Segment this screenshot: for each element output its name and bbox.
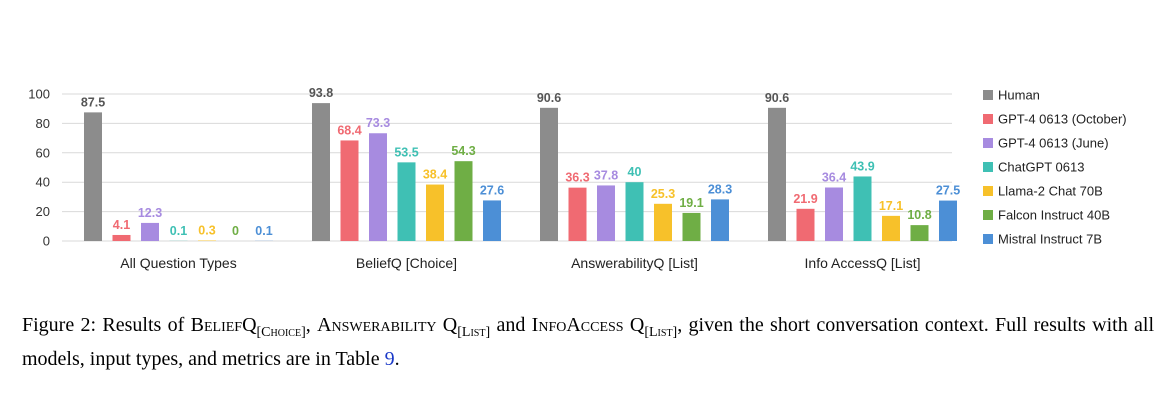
bar-3-5 [910,225,929,241]
bar-0-0 [84,112,102,241]
caption-answerability-sub: [List] [457,325,491,340]
y-tick-label-20: 20 [36,204,50,219]
bar-3-1 [796,208,815,241]
legend-swatch-2 [983,138,993,148]
data-label-3-0: 90.6 [765,91,789,105]
data-label-1-6: 27.6 [480,183,504,197]
data-label-2-4: 25.3 [651,187,675,201]
data-label-2-1: 36.3 [565,171,589,185]
legend-label-0: Human [998,88,1040,103]
legend-swatch-4 [983,186,993,196]
data-label-0-4: 0.3 [198,224,215,238]
data-label-0-3: 0.1 [170,224,187,238]
data-label-1-5: 54.3 [451,144,475,158]
data-label-3-4: 17.1 [879,199,903,213]
bar-chart: 0 20 40 60 80 100 87.5 4.1 12.3 0.1 0.3 0 0.1 93.8 68… [28,86,1127,271]
x-axis-categories: All Question Types BeliefQ [Choice] Answer… [120,255,920,271]
figure-caption: Figure 2: Results of BeliefQ[Choice], An… [22,312,1154,373]
x-category-label-2: AnswerabilityQ [List] [571,255,698,271]
bar-3-4 [882,215,900,241]
bar-0-1 [112,234,131,241]
data-label-1-0: 93.8 [309,86,333,100]
bar-3-6 [939,200,957,241]
caption-text-3: . [394,348,400,370]
data-label-0-2: 12.3 [138,206,162,220]
bar-1-4 [426,184,444,241]
bar-1-1 [340,140,359,241]
bar-3-3 [853,176,872,241]
x-category-label-1: BeliefQ [Choice] [356,255,457,271]
legend-label-6: Mistral Instruct 7B [998,232,1102,247]
y-tick-label-100: 100 [28,87,50,102]
legend-swatch-5 [983,210,993,220]
data-label-0-0: 87.5 [81,95,105,109]
caption-text-2: , given the short conversation context. … [22,314,1155,370]
data-label-1-2: 73.3 [366,116,390,130]
data-label-0-5: 0 [232,224,239,238]
caption-infoaccess-sub: [List] [644,325,678,340]
data-label-2-5: 19.1 [679,196,703,210]
bar-0-2 [141,222,159,241]
bar-1-2 [369,133,387,241]
caption-answerability: Answerability Q [317,314,458,336]
y-tick-label-80: 80 [36,116,50,131]
data-label-3-6: 27.5 [936,184,960,198]
bar-2-5 [682,212,701,241]
bar-1-6 [483,200,501,241]
bar-3-0 [768,107,786,242]
table-reference-link[interactable]: 9 [384,348,395,370]
bar-2-1 [568,187,587,241]
caption-beliefq: BeliefQ [190,314,257,336]
legend-label-2: GPT-4 0613 (June) [998,136,1109,151]
legend: Human GPT-4 0613 (October) GPT-4 0613 (Jun… [983,88,1127,247]
data-label-2-6: 28.3 [708,182,732,196]
legend-label-4: Llama-2 Chat 70B [998,184,1103,199]
bar-2-0 [540,107,558,242]
gridlines [62,93,952,242]
caption-text-1: Results of [102,314,191,336]
data-label-3-2: 36.4 [822,170,846,184]
bar-2-2 [597,185,615,241]
data-label-1-4: 38.4 [423,168,447,182]
legend-label-5: Falcon Instruct 40B [998,208,1110,223]
legend-swatch-6 [983,234,993,244]
caption-beliefq-sub: [Choice] [256,325,306,340]
data-label-2-0: 90.6 [537,91,561,105]
data-label-1-1: 68.4 [337,123,361,137]
caption-sep-2: and [490,314,532,336]
legend-label-3: ChatGPT 0613 [998,160,1084,175]
bar-1-0 [312,103,330,241]
caption-infoaccess: InfoAccess Q [531,314,645,336]
y-tick-label-0: 0 [43,234,50,249]
bar-2-4 [654,203,672,241]
bar-2-3 [625,182,644,241]
bar-1-5 [454,161,473,241]
data-label-2-2: 37.8 [594,168,618,182]
legend-swatch-1 [983,114,993,124]
bars [84,103,957,242]
legend-label-1: GPT-4 0613 (October) [998,112,1127,127]
legend-swatch-0 [983,90,993,100]
y-tick-label-40: 40 [36,175,50,190]
data-label-3-5: 10.8 [907,208,931,222]
x-category-label-0: All Question Types [120,255,236,271]
data-label-3-1: 21.9 [793,192,817,206]
y-axis-ticks: 0 20 40 60 80 100 [28,87,50,249]
x-category-label-3: Info AccessQ [List] [805,255,921,271]
data-labels: 87.5 4.1 12.3 0.1 0.3 0 0.1 93.8 68.4 73.3 53.5 38.… [81,86,960,238]
y-tick-label-60: 60 [36,145,50,160]
bar-2-6 [711,199,729,241]
caption-sep-1: , [305,314,318,336]
data-label-0-6: 0.1 [255,224,272,238]
data-label-2-3: 40 [628,165,642,179]
legend-swatch-3 [983,162,993,172]
data-label-0-1: 4.1 [113,218,130,232]
data-label-3-3: 43.9 [850,159,874,173]
data-label-1-3: 53.5 [394,145,418,159]
bar-3-2 [825,187,843,241]
bar-1-3 [397,162,416,241]
figure-label: Figure 2: [22,314,97,336]
